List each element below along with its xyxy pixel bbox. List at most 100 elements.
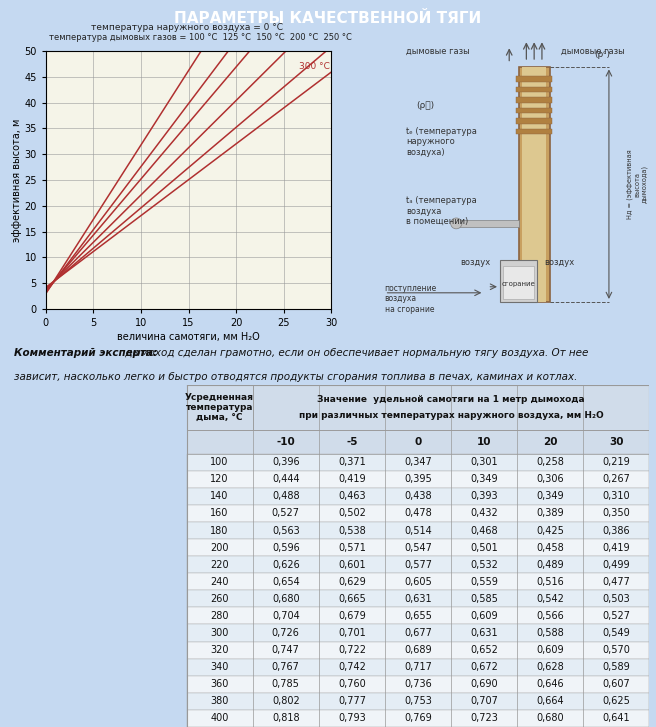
Bar <box>516 108 552 113</box>
Text: 100: 100 <box>211 457 229 467</box>
Text: 0,690: 0,690 <box>470 679 498 689</box>
Text: 0,767: 0,767 <box>272 662 300 672</box>
Text: 0,736: 0,736 <box>404 679 432 689</box>
Text: 0,258: 0,258 <box>537 457 564 467</box>
Text: 0,704: 0,704 <box>272 611 300 621</box>
Text: 0,760: 0,760 <box>338 679 366 689</box>
Text: 10: 10 <box>477 437 491 446</box>
Text: 0: 0 <box>415 437 422 446</box>
Bar <box>186 471 649 488</box>
Text: 0,542: 0,542 <box>537 594 564 604</box>
Text: 0,628: 0,628 <box>537 662 564 672</box>
Text: 0,605: 0,605 <box>404 577 432 587</box>
Text: 260: 260 <box>211 594 229 604</box>
Text: 0,646: 0,646 <box>537 679 564 689</box>
Text: 0,477: 0,477 <box>602 577 630 587</box>
Bar <box>503 265 534 299</box>
Text: 0,625: 0,625 <box>602 696 630 707</box>
Text: 0,396: 0,396 <box>272 457 300 467</box>
Text: 340: 340 <box>211 662 229 672</box>
Text: 0,549: 0,549 <box>602 628 630 638</box>
Bar <box>186 385 649 430</box>
Text: 0,463: 0,463 <box>338 491 365 502</box>
Text: поступление
воздуха
на сгорание: поступление воздуха на сгорание <box>384 284 437 314</box>
Text: зависит, насколько легко и быстро отводятся продукты сгорания топлива в печах, к: зависит, насколько легко и быстро отводя… <box>14 372 578 382</box>
Text: 0,527: 0,527 <box>602 611 630 621</box>
Bar <box>186 556 649 573</box>
Text: воздух: воздух <box>544 258 574 267</box>
Text: 0,347: 0,347 <box>404 457 432 467</box>
Bar <box>516 97 552 103</box>
Text: 0,626: 0,626 <box>272 560 300 570</box>
Bar <box>186 430 649 454</box>
Text: 0,802: 0,802 <box>272 696 300 707</box>
Bar <box>186 676 649 693</box>
Text: 120: 120 <box>211 474 229 484</box>
Text: Значение  удельной самотяги на 1 метр дымохода: Значение удельной самотяги на 1 метр дым… <box>318 395 585 404</box>
Text: 0,425: 0,425 <box>537 526 564 536</box>
Bar <box>186 642 649 659</box>
Text: 0,679: 0,679 <box>338 611 366 621</box>
Text: Нд = (эффективная
высота
дымохода): Нд = (эффективная высота дымохода) <box>626 149 647 219</box>
Text: 0,349: 0,349 <box>537 491 564 502</box>
Text: 0,609: 0,609 <box>537 645 564 655</box>
Text: 0,655: 0,655 <box>404 611 432 621</box>
Bar <box>518 67 550 302</box>
Text: Усредненная
температура
дыма, °С: Усредненная температура дыма, °С <box>185 393 254 422</box>
Text: 300: 300 <box>211 628 229 638</box>
Text: 360: 360 <box>211 679 229 689</box>
Bar <box>186 539 649 556</box>
Text: 0,722: 0,722 <box>338 645 366 655</box>
Text: 0,458: 0,458 <box>537 542 564 553</box>
Text: 0,652: 0,652 <box>470 645 498 655</box>
Text: (ρᶜ): (ρᶜ) <box>595 50 611 59</box>
Text: -10: -10 <box>276 437 295 446</box>
Text: 400: 400 <box>211 713 229 723</box>
Text: 0,793: 0,793 <box>338 713 366 723</box>
Text: 0,444: 0,444 <box>272 474 300 484</box>
Text: 0,629: 0,629 <box>338 577 366 587</box>
Text: 220: 220 <box>211 560 229 570</box>
Text: 0,769: 0,769 <box>404 713 432 723</box>
Text: 0,371: 0,371 <box>338 457 366 467</box>
Text: 0,219: 0,219 <box>602 457 630 467</box>
Text: 0,571: 0,571 <box>338 542 366 553</box>
Text: 0,310: 0,310 <box>603 491 630 502</box>
Text: 0,478: 0,478 <box>404 508 432 518</box>
Text: 0,723: 0,723 <box>470 713 498 723</box>
Bar <box>186 505 649 522</box>
Text: 0,489: 0,489 <box>537 560 564 570</box>
Text: температура дымовых газов = 100 °С  125 °С  150 °С  200 °С  250 °С: температура дымовых газов = 100 °С 125 °… <box>49 33 352 42</box>
Text: 0,609: 0,609 <box>470 611 498 621</box>
Bar <box>186 624 649 641</box>
Text: 0,785: 0,785 <box>272 679 300 689</box>
Text: 0,350: 0,350 <box>602 508 630 518</box>
Bar <box>186 590 649 608</box>
Text: 0,393: 0,393 <box>470 491 498 502</box>
Text: 0,689: 0,689 <box>404 645 432 655</box>
Text: 0,514: 0,514 <box>404 526 432 536</box>
Text: 160: 160 <box>211 508 229 518</box>
Bar <box>457 220 518 227</box>
Text: 0,677: 0,677 <box>404 628 432 638</box>
Text: при различных температурах наружного воздуха, мм Н₂О: при различных температурах наружного воз… <box>298 411 604 419</box>
Bar <box>516 87 552 92</box>
Bar <box>516 119 552 124</box>
Text: 0,386: 0,386 <box>603 526 630 536</box>
Text: 0,631: 0,631 <box>470 628 498 638</box>
Text: 0,631: 0,631 <box>404 594 432 604</box>
Text: температура наружного воздуха = 0 °С: температура наружного воздуха = 0 °С <box>91 23 283 32</box>
Text: 0,664: 0,664 <box>537 696 564 707</box>
Text: 0,306: 0,306 <box>537 474 564 484</box>
Text: сгорание: сгорание <box>502 281 535 286</box>
Text: 0,566: 0,566 <box>537 611 564 621</box>
Text: 140: 140 <box>211 491 229 502</box>
Text: Комментарий эксперта:: Комментарий эксперта: <box>14 348 157 358</box>
Text: 0,818: 0,818 <box>272 713 300 723</box>
Y-axis label: эффективная высота, м: эффективная высота, м <box>12 119 22 241</box>
Text: 0,707: 0,707 <box>470 696 498 707</box>
Text: 0,432: 0,432 <box>470 508 498 518</box>
Text: 0,747: 0,747 <box>272 645 300 655</box>
Text: 0,419: 0,419 <box>603 542 630 553</box>
Bar <box>186 522 649 539</box>
